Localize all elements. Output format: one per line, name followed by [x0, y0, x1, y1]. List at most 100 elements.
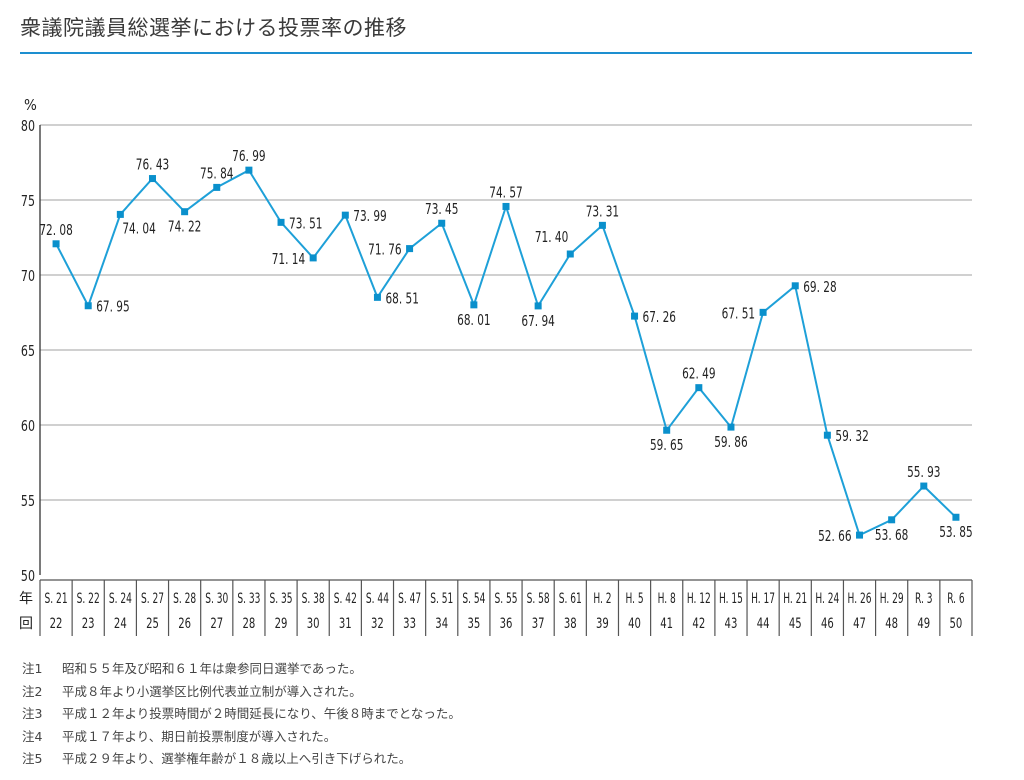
x-tick-label-session: 45 — [789, 615, 802, 632]
y-axis-unit-label: % — [24, 96, 37, 114]
data-point-marker — [213, 183, 221, 191]
footnote-number: 注3 — [22, 706, 43, 721]
data-label: 67. 51 — [722, 306, 755, 323]
data-label: 73. 99 — [353, 209, 386, 226]
x-tick-label-session: 47 — [853, 615, 866, 632]
data-point-marker — [791, 282, 799, 290]
y-tick-label: 75 — [21, 193, 35, 210]
footnote: 注1 昭和５５年及び昭和６１年は衆参同日選挙であった。 — [22, 658, 461, 681]
data-label: 52. 66 — [818, 529, 851, 546]
x-tick-label-session: 50 — [950, 615, 963, 632]
x-tick-label-year: S. 58 — [527, 590, 550, 606]
data-label: 75. 84 — [200, 166, 234, 183]
x-tick-label-session: 42 — [692, 615, 705, 632]
data-point-marker — [245, 166, 253, 174]
y-tick-label: 65 — [21, 343, 35, 360]
x-tick-label-session: 44 — [757, 615, 770, 632]
data-label: 67. 95 — [96, 299, 129, 316]
x-tick-label-session: 39 — [596, 615, 609, 632]
y-tick-label: 70 — [21, 268, 35, 285]
x-tick-label-year: R. 6 — [947, 590, 964, 606]
x-tick-label-year: S. 24 — [109, 590, 132, 606]
x-tick-label-session: 40 — [628, 615, 641, 632]
x-tick-label-session: 30 — [307, 615, 320, 632]
x-tick-label-year: S. 44 — [366, 590, 389, 606]
data-label: 73. 51 — [289, 216, 322, 233]
data-label: 62. 49 — [682, 366, 715, 383]
x-tick-label-year: H. 26 — [848, 590, 872, 606]
data-point-marker — [181, 208, 189, 216]
y-axis: 50 55 60 65 70 75 80% — [21, 96, 41, 585]
data-labels: 72. 08 67. 95 74. 04 76. 43 74. 22 75. 8476. … — [39, 149, 972, 546]
x-tick-label-session: 29 — [275, 615, 288, 632]
x-tick-label-session: 25 — [146, 615, 159, 632]
x-tick-label-year: H. 5 — [625, 590, 643, 606]
x-tick-label-session: 48 — [885, 615, 898, 632]
footnote: 注3 平成１２年より投票時間が２時間延長になり、午後８時までとなった。 — [22, 703, 461, 726]
row-label-year: 年 — [19, 591, 33, 607]
footnote-number: 注1 — [22, 661, 43, 676]
footnotes: 注1 昭和５５年及び昭和６１年は衆参同日選挙であった。 注2 平成８年より小選挙区比… — [22, 658, 461, 771]
x-tick-label-year: S. 27 — [141, 590, 164, 606]
y-tick-label: 60 — [21, 418, 35, 435]
title-underline — [20, 52, 972, 54]
x-tick-label-session: 33 — [403, 615, 416, 632]
x-tick-label-year: S. 22 — [77, 590, 100, 606]
data-label: 74. 22 — [168, 219, 201, 236]
footnote-text: 平成２９年より、選挙権年齢が１８歳以上へ引き下げられた。 — [62, 751, 412, 766]
x-tick-label-session: 22 — [50, 615, 63, 632]
x-tick-label-session: 26 — [178, 615, 191, 632]
x-tick-label-year: H. 24 — [815, 590, 839, 606]
data-label: 74. 57 — [489, 185, 522, 202]
x-tick-label-year: S. 38 — [302, 590, 325, 606]
data-point-marker — [84, 302, 92, 310]
x-tick-label-year: S. 33 — [237, 590, 260, 606]
data-point-marker — [695, 384, 703, 392]
data-label: 71. 76 — [368, 242, 401, 259]
x-tick-label-year: S. 51 — [430, 590, 453, 606]
x-tick-label-session: 38 — [564, 615, 577, 632]
data-label: 71. 14 — [272, 252, 306, 269]
data-label: 68. 51 — [385, 291, 418, 308]
data-point-marker — [373, 293, 381, 301]
data-label: 76. 43 — [136, 157, 169, 174]
x-tick-label-year: H. 21 — [783, 590, 807, 606]
data-label: 67. 26 — [643, 310, 676, 327]
x-tick-label-session: 31 — [339, 615, 352, 632]
data-label: 59. 86 — [714, 435, 747, 452]
footnote-number: 注5 — [22, 751, 43, 766]
data-point-marker — [727, 423, 735, 431]
data-point-marker — [663, 426, 671, 434]
footnote-number: 注4 — [22, 728, 43, 744]
data-point-marker — [309, 254, 317, 262]
data-point-marker — [52, 240, 60, 248]
x-tick-label-year: H. 2 — [593, 590, 611, 606]
data-label: 73. 31 — [586, 204, 619, 221]
x-tick-label-session: 36 — [500, 615, 513, 632]
x-tick-label-session: 23 — [82, 615, 95, 632]
data-label: 59. 32 — [835, 429, 868, 446]
data-label: 76. 99 — [232, 149, 265, 166]
footnote: 注5 平成２９年より、選挙権年齢が１８歳以上へ引き下げられた。 — [22, 748, 461, 771]
x-tick-label-session: 41 — [660, 615, 673, 632]
x-tick-label-session: 34 — [435, 615, 448, 632]
data-label: 69. 28 — [803, 280, 836, 297]
y-tick-label: 50 — [21, 568, 35, 585]
data-point-marker — [534, 302, 542, 310]
x-tick-label-year: S. 55 — [494, 590, 517, 606]
data-markers — [52, 166, 960, 539]
x-tick-label-session: 37 — [532, 615, 545, 632]
y-tick-label: 80 — [21, 118, 35, 135]
data-label: 53. 85 — [939, 525, 972, 542]
x-tick-label-year: S. 30 — [205, 590, 228, 606]
x-tick-label-year: S. 47 — [398, 590, 421, 606]
data-point-marker — [952, 513, 960, 521]
page-title: 衆議院議員総選挙における投票率の推移 — [20, 16, 407, 40]
data-label: 74. 04 — [122, 221, 156, 238]
x-tick-label-year: H. 15 — [719, 590, 743, 606]
data-point-marker — [341, 211, 349, 219]
data-point-marker — [116, 210, 124, 218]
data-point-marker — [470, 301, 478, 309]
x-tick-label-year: S. 28 — [173, 590, 196, 606]
x-tick-label-year: S. 21 — [45, 590, 68, 606]
